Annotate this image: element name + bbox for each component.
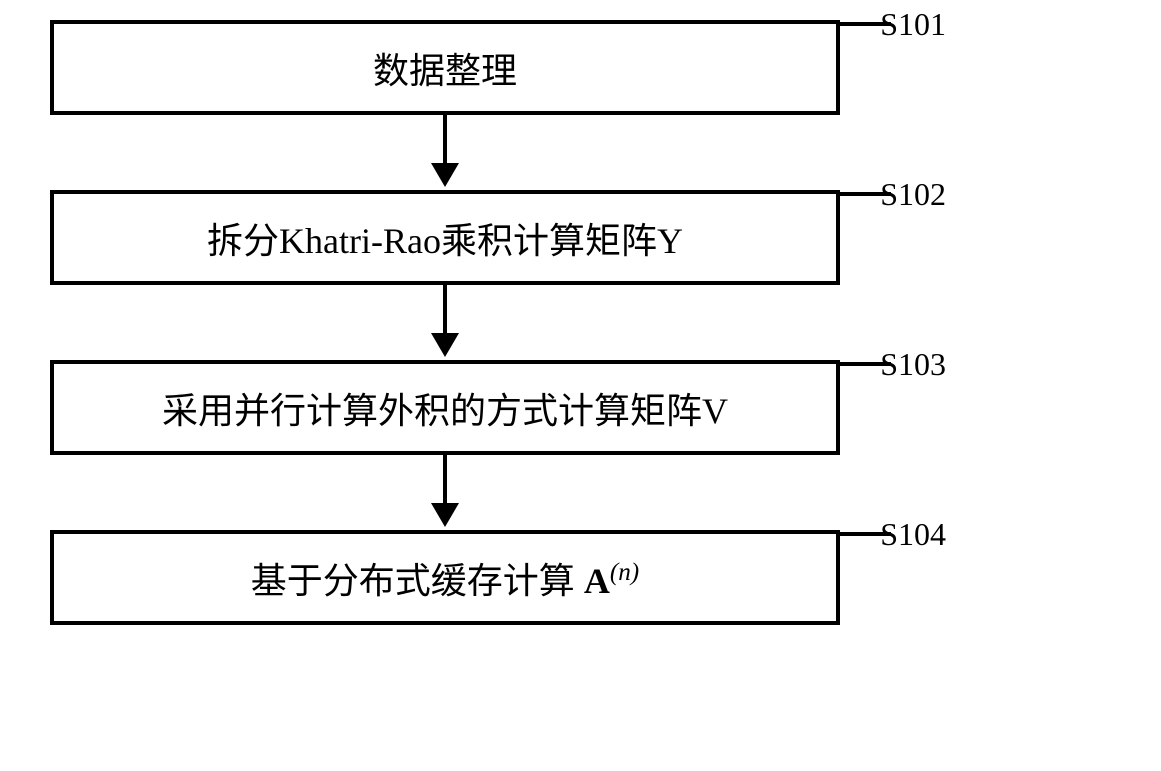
arrow-line-1: [443, 115, 447, 165]
step-text-2: 拆分Khatri-Rao乘积计算矩阵Y: [207, 212, 683, 264]
step-label-2: S102: [880, 176, 946, 213]
step-wrapper-2: 拆分Khatri-Rao乘积计算矩阵Y S102: [50, 190, 950, 285]
arrow-line-3: [443, 455, 447, 505]
step-text-4: 基于分布式缓存计算 A(n): [251, 552, 639, 604]
step-label-3: S103: [880, 346, 946, 383]
step-text-3: 采用并行计算外积的方式计算矩阵V: [162, 382, 728, 434]
step-wrapper-1: 数据整理 S101: [50, 20, 950, 115]
step-text-4-sup: (n): [610, 559, 639, 586]
step-text-4-prefix: 基于分布式缓存计算: [251, 561, 584, 601]
flowchart-container: 数据整理 S101 拆分Khatri-Rao乘积计算矩阵Y S102 采用并行计…: [50, 20, 950, 625]
arrow-2: [50, 285, 840, 360]
arrow-head-2: [431, 333, 459, 357]
step-box-2: 拆分Khatri-Rao乘积计算矩阵Y S102: [50, 190, 840, 285]
arrow-head-3: [431, 503, 459, 527]
step-label-1: S101: [880, 6, 946, 43]
step-box-4: 基于分布式缓存计算 A(n) S104: [50, 530, 840, 625]
step-text-4-math: A: [584, 561, 610, 601]
arrow-3: [50, 455, 840, 530]
step-box-3: 采用并行计算外积的方式计算矩阵V S103: [50, 360, 840, 455]
step-text-1: 数据整理: [373, 42, 517, 94]
step-box-1: 数据整理 S101: [50, 20, 840, 115]
arrow-head-1: [431, 163, 459, 187]
arrow-1: [50, 115, 840, 190]
step-wrapper-4: 基于分布式缓存计算 A(n) S104: [50, 530, 950, 625]
step-label-4: S104: [880, 516, 946, 553]
step-wrapper-3: 采用并行计算外积的方式计算矩阵V S103: [50, 360, 950, 455]
arrow-line-2: [443, 285, 447, 335]
